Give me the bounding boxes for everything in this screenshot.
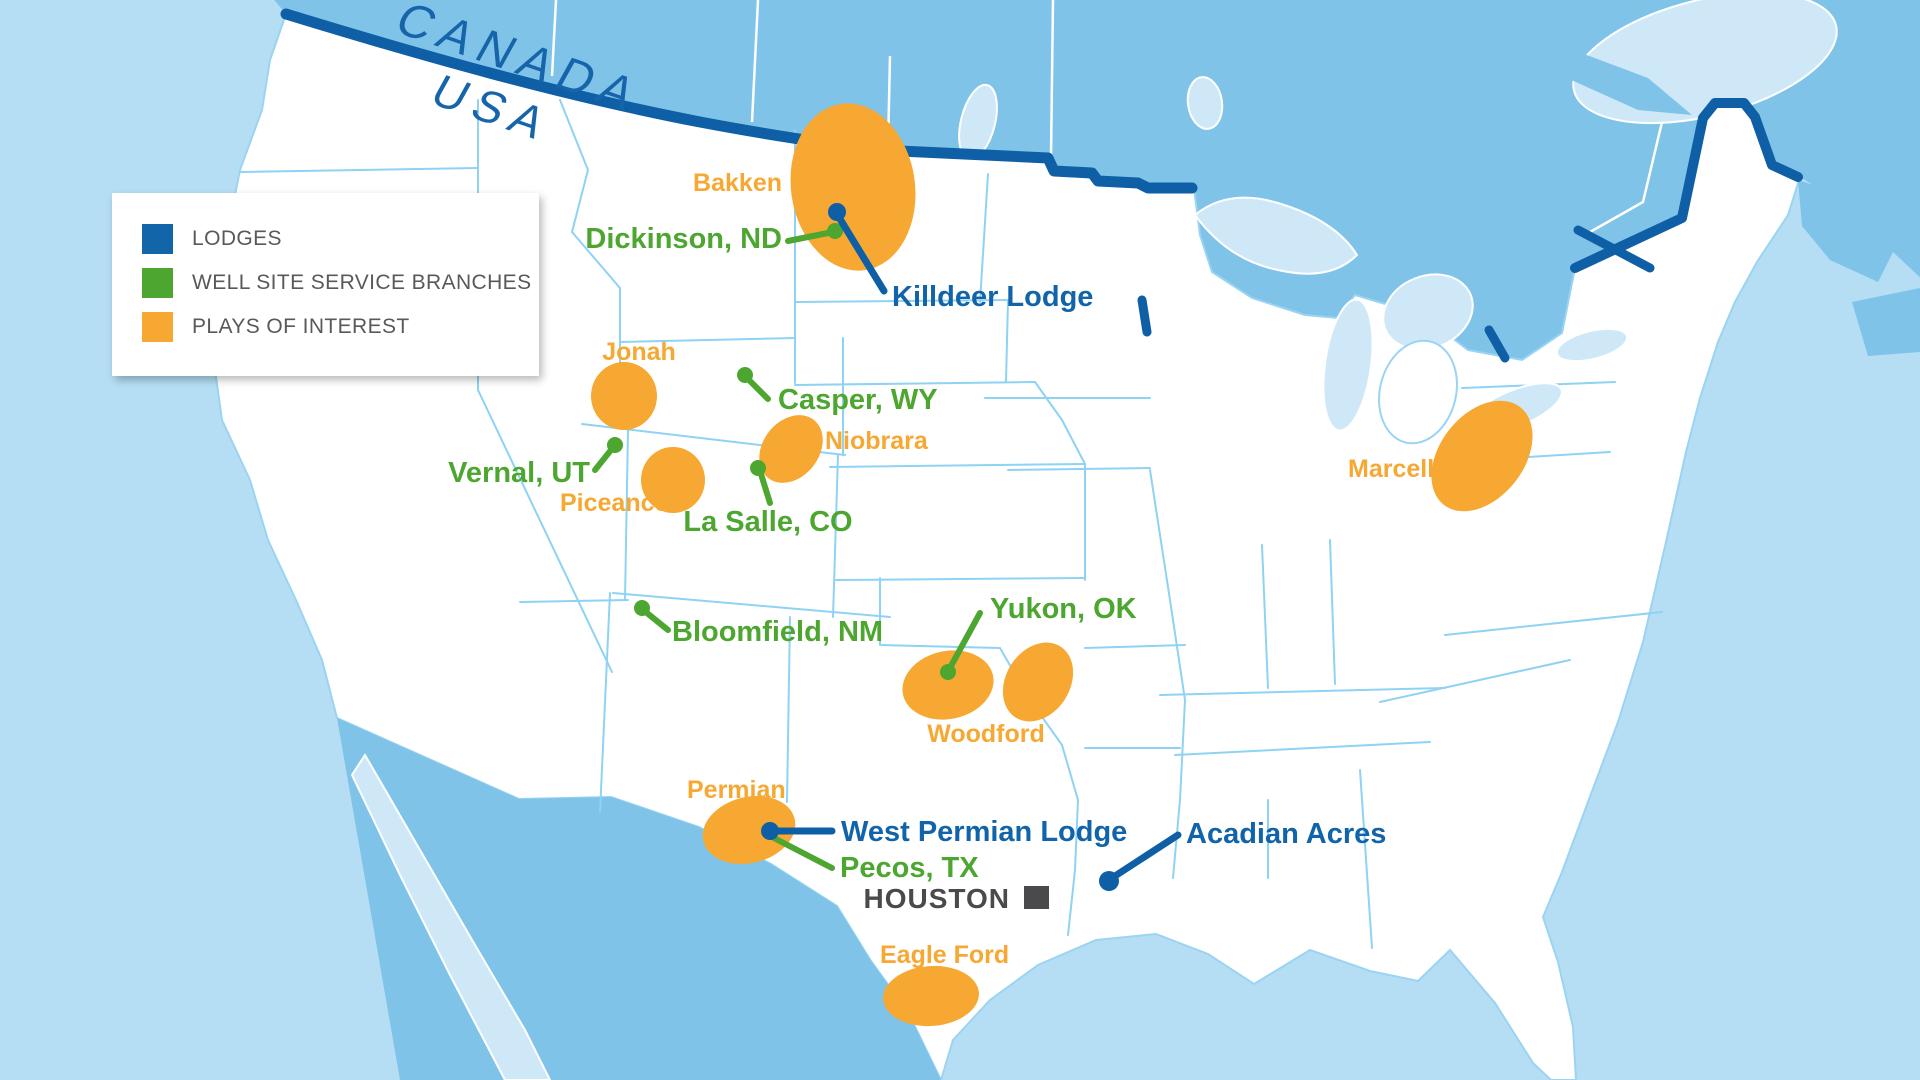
branch-dickinson: Dickinson, ND	[585, 223, 843, 255]
lodge-acadian: Acadian Acres	[1099, 818, 1386, 891]
branch-label-dickinson: Dickinson, ND	[585, 223, 782, 255]
legend-label: PLAYS OF INTEREST	[192, 315, 410, 338]
lake-huron	[1382, 273, 1474, 351]
play-ellipse-eagle-ford	[883, 965, 979, 1027]
province-line	[550, 0, 558, 77]
lake-michigan	[1322, 298, 1374, 432]
branch-bloomfield: Bloomfield, NM	[634, 600, 883, 648]
province-line	[1049, 0, 1055, 157]
play-label-jonah: Jonah	[602, 338, 676, 366]
legend-item-plays-of-interest: PLAYS OF INTEREST	[142, 312, 539, 342]
legend-item-well-site-service-branches: WELL SITE SERVICE BRANCHES	[142, 268, 539, 298]
border-segment	[1484, 325, 1510, 363]
branch-la-salle: La Salle, CO	[683, 460, 853, 538]
branch-label-casper: Casper, WY	[778, 384, 938, 416]
play-ellipse-permian	[702, 796, 796, 864]
branch-pecos: Pecos, TX	[771, 835, 979, 884]
nova-scotia	[1852, 288, 1920, 356]
branch-label-pecos: Pecos, TX	[840, 852, 979, 884]
branch-casper: Casper, WY	[737, 367, 938, 416]
lodge-west-permian: West Permian Lodge	[761, 816, 1127, 848]
plays-swatch-icon	[142, 312, 173, 342]
play-label-eagle-ford: Eagle Ford	[880, 941, 1009, 969]
maine-border	[1570, 98, 1803, 273]
play-label-marcellus: Marcellus	[1348, 455, 1463, 483]
branch-label-bloomfield: Bloomfield, NM	[672, 616, 883, 648]
lodge-label-acadian: Acadian Acres	[1186, 818, 1386, 850]
legend: LODGES WELL SITE SERVICE BRANCHES PLAYS …	[112, 193, 539, 376]
lake-nipigon	[1186, 76, 1224, 130]
play-ellipse-niobrara	[759, 415, 823, 483]
canada-landmass	[274, 0, 1920, 360]
play-ellipse-woodford-west	[902, 650, 994, 720]
play-label-bakken: Bakken	[693, 169, 782, 197]
new-brunswick	[1798, 180, 1905, 282]
lodges-swatch-icon	[142, 224, 173, 254]
legend-label: LODGES	[192, 227, 282, 250]
play-ellipse-piceance	[641, 447, 705, 513]
branch-label-la-salle: La Salle, CO	[683, 506, 852, 538]
gulf-of-california	[350, 753, 552, 1080]
branch-yukon: Yukon, OK	[940, 593, 1137, 680]
lodge-label-west-permian: West Permian Lodge	[841, 816, 1127, 848]
play-ellipse-bakken	[790, 103, 916, 271]
play-label-permian: Permian	[687, 776, 786, 804]
legend-item-lodges: LODGES	[142, 224, 539, 254]
border-segment	[1137, 295, 1152, 337]
michigan-peninsula	[1378, 339, 1458, 445]
lake-ontario	[1555, 327, 1629, 363]
gaspe-peninsula	[1552, 42, 1692, 115]
play-ellipse-jonah	[591, 362, 657, 430]
city-label-houston: HOUSTON	[864, 883, 1011, 914]
province-line	[750, 0, 760, 123]
lake-superior	[1193, 196, 1359, 275]
branch-vernal: Vernal, UT	[448, 437, 623, 489]
legend-label: WELL SITE SERVICE BRANCHES	[192, 271, 532, 294]
branch-label-vernal: Vernal, UT	[448, 457, 590, 489]
lodge-killdeer: Killdeer Lodge	[828, 203, 1093, 313]
city-houston: HOUSTON	[864, 883, 1049, 914]
play-label-niobrara: Niobrara	[825, 427, 929, 455]
play-ellipse-woodford-east	[1002, 642, 1074, 722]
branch-label-yukon: Yukon, OK	[990, 593, 1137, 625]
play-label-piceance: Piceance	[560, 489, 669, 517]
play-label-woodford: Woodford	[927, 720, 1045, 748]
houston-square-marker	[1024, 886, 1049, 909]
lodge-label-killdeer: Killdeer Lodge	[892, 281, 1093, 313]
play-ellipse-marcellus	[1431, 400, 1533, 512]
branches-swatch-icon	[142, 268, 173, 298]
